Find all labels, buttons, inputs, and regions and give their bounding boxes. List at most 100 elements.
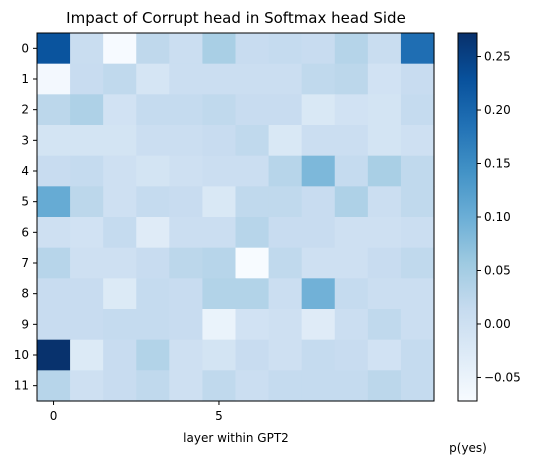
heatmap-cell	[136, 247, 170, 279]
heatmap-cell	[37, 339, 71, 371]
heatmap-cell	[268, 186, 303, 218]
heatmap-cell	[103, 63, 137, 95]
heatmap-cell	[37, 155, 71, 187]
heatmap-cell	[367, 247, 402, 279]
heatmap-cell	[202, 339, 237, 371]
heatmap-cell	[136, 155, 170, 187]
heatmap-cell	[70, 370, 104, 402]
heatmap-cell	[400, 155, 435, 187]
heatmap-cell	[70, 125, 104, 157]
heatmap-cell	[301, 370, 336, 402]
heatmap-cell	[301, 309, 336, 341]
heatmap-cell	[136, 63, 170, 95]
heatmap-cell	[70, 217, 104, 249]
colorbar-tick-label: −0.05	[484, 370, 521, 384]
y-tick-label: 10	[14, 348, 29, 362]
heatmap-cell	[202, 217, 237, 249]
heatmap-cell	[136, 186, 170, 218]
heatmap-cell	[301, 339, 336, 371]
colorbar-axis: −0.05 0.00 0.05 0.10 0.15 0.20 0.25	[477, 50, 521, 384]
heatmap-cell	[235, 33, 270, 65]
y-tick-label: 5	[21, 195, 29, 209]
heatmap-cell	[169, 63, 204, 95]
heatmap-cell	[268, 370, 303, 402]
heatmap-cell	[103, 94, 137, 126]
heatmap-cell	[334, 278, 369, 310]
y-tick-label: 4	[21, 164, 29, 178]
heatmap-cell	[400, 247, 435, 279]
heatmap-cell	[334, 125, 369, 157]
y-axis: 0 1 2 3 4 5 6 7 8 9 10 11	[14, 41, 37, 393]
heatmap-cell	[268, 217, 303, 249]
heatmap-cell	[103, 33, 137, 65]
heatmap-cell	[301, 63, 336, 95]
colorbar-tick-label: 0.05	[484, 263, 511, 277]
heatmap-cell	[235, 278, 270, 310]
chart-title: Impact of Corrupt head in Softmax head S…	[66, 9, 406, 27]
heatmap-cell	[367, 63, 402, 95]
heatmap-cell	[37, 217, 71, 249]
heatmap-cell	[136, 370, 170, 402]
heatmap-cell	[202, 186, 237, 218]
colorbar-tick-label: 0.15	[484, 157, 511, 171]
heatmap-cell	[169, 309, 204, 341]
colorbar-tick-label: 0.20	[484, 103, 511, 117]
heatmap-cell	[202, 33, 237, 65]
heatmap-cell	[103, 278, 137, 310]
heatmap-cell	[235, 155, 270, 187]
heatmap-cell	[103, 155, 137, 187]
heatmap-cell	[202, 94, 237, 126]
heatmap-cell	[169, 33, 204, 65]
colorbar-tick-label: 0.10	[484, 210, 511, 224]
heatmap-cell	[235, 125, 270, 157]
heatmap-cell	[169, 94, 204, 126]
heatmap-cell	[70, 339, 104, 371]
colorbar-tick-label: 0.00	[484, 317, 511, 331]
heatmap-cell	[37, 278, 71, 310]
heatmap-cell	[70, 309, 104, 341]
heatmap-cell	[367, 339, 402, 371]
heatmap-cell	[268, 278, 303, 310]
colorbar-tick-label: 0.25	[484, 50, 511, 64]
heatmap-cell	[367, 33, 402, 65]
heatmap-cell	[235, 63, 270, 95]
heatmap-cell	[268, 33, 303, 65]
heatmap-cell	[37, 63, 71, 95]
heatmap-cell	[268, 247, 303, 279]
heatmap-cell	[400, 278, 435, 310]
heatmap-cell	[103, 247, 137, 279]
heatmap-cell	[235, 339, 270, 371]
heatmap-cell	[202, 309, 237, 341]
heatmap-cell	[334, 63, 369, 95]
heatmap-cell	[202, 155, 237, 187]
heatmap-cell	[367, 370, 402, 402]
heatmap-cell	[103, 339, 137, 371]
heatmap-cell	[367, 125, 402, 157]
heatmap-cell	[334, 186, 369, 218]
heatmap-cell	[400, 125, 435, 157]
heatmap-cell	[301, 278, 336, 310]
heatmap-cell	[37, 94, 71, 126]
heatmap-cell	[367, 186, 402, 218]
heatmap-cell	[103, 125, 137, 157]
heatmap-cell	[169, 247, 204, 279]
heatmap-cell	[202, 370, 237, 402]
heatmap-cell	[169, 370, 204, 402]
heatmap-cell	[103, 217, 137, 249]
heatmap-cell	[334, 94, 369, 126]
heatmap-cell	[400, 186, 435, 218]
heatmap-cell	[301, 247, 336, 279]
heatmap-cell	[334, 339, 369, 371]
heatmap-cell	[367, 155, 402, 187]
y-tick-label: 0	[21, 41, 29, 55]
heatmap-cell	[169, 339, 204, 371]
heatmap-cell	[136, 94, 170, 126]
heatmap-cell	[70, 247, 104, 279]
heatmap-cell	[334, 217, 369, 249]
heatmap-cell	[367, 278, 402, 310]
heatmap-cell	[136, 339, 170, 371]
plot-frame	[36, 32, 435, 402]
heatmap-cell	[37, 309, 71, 341]
y-tick-label: 7	[21, 256, 29, 270]
